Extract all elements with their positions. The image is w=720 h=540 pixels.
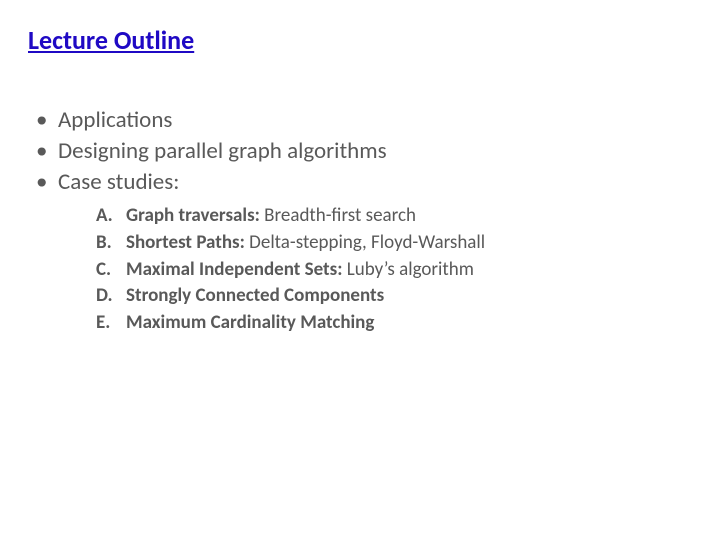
slide-title: Lecture Outline [28,24,692,56]
list-item: B. Shortest Paths: Delta-stepping, Floyd… [96,231,692,256]
bullet-icon: • [36,109,58,132]
bullet-text: Case studies: [58,168,179,197]
letter-body: Shortest Paths: Delta-stepping, Floyd-Wa… [126,231,485,256]
bullet-icon: • [36,140,58,163]
letter-marker: A. [96,204,126,227]
letter-marker: D. [96,284,126,307]
letter-body: Strongly Connected Components [126,284,384,309]
letter-bold: Maximal Independent Sets: [126,258,342,281]
slide: Lecture Outline • Applications • Designi… [0,0,720,540]
list-item: • Case studies: [36,168,692,197]
letter-body: Maximal Independent Sets: Luby’s algorit… [126,258,474,283]
letter-marker: E. [96,311,126,334]
letter-marker: C. [96,258,126,281]
bullet-icon: • [36,171,58,194]
list-item: C. Maximal Independent Sets: Luby’s algo… [96,258,692,283]
lettered-list: A. Graph traversals: Breadth-first searc… [96,204,692,335]
list-item: E. Maximum Cardinality Matching [96,311,692,336]
bullet-text: Designing parallel graph algorithms [58,137,387,166]
list-item: D. Strongly Connected Components [96,284,692,309]
letter-rest: Delta-stepping, Floyd-Warshall [245,231,485,254]
letter-bold: Strongly Connected Components [126,284,384,307]
letter-rest: Luby’s algorithm [342,258,473,281]
letter-marker: B. [96,231,126,254]
letter-rest: Breadth-first search [260,204,416,227]
bullet-text: Applications [58,106,172,135]
letter-bold: Maximum Cardinality Matching [126,311,374,334]
list-item: A. Graph traversals: Breadth-first searc… [96,204,692,229]
list-item: • Applications [36,106,692,135]
letter-body: Graph traversals: Breadth-first search [126,204,416,229]
letter-body: Maximum Cardinality Matching [126,311,374,336]
letter-bold: Graph traversals: [126,204,260,227]
bullet-list: • Applications • Designing parallel grap… [36,106,692,196]
letter-bold: Shortest Paths: [126,231,245,254]
list-item: • Designing parallel graph algorithms [36,137,692,166]
